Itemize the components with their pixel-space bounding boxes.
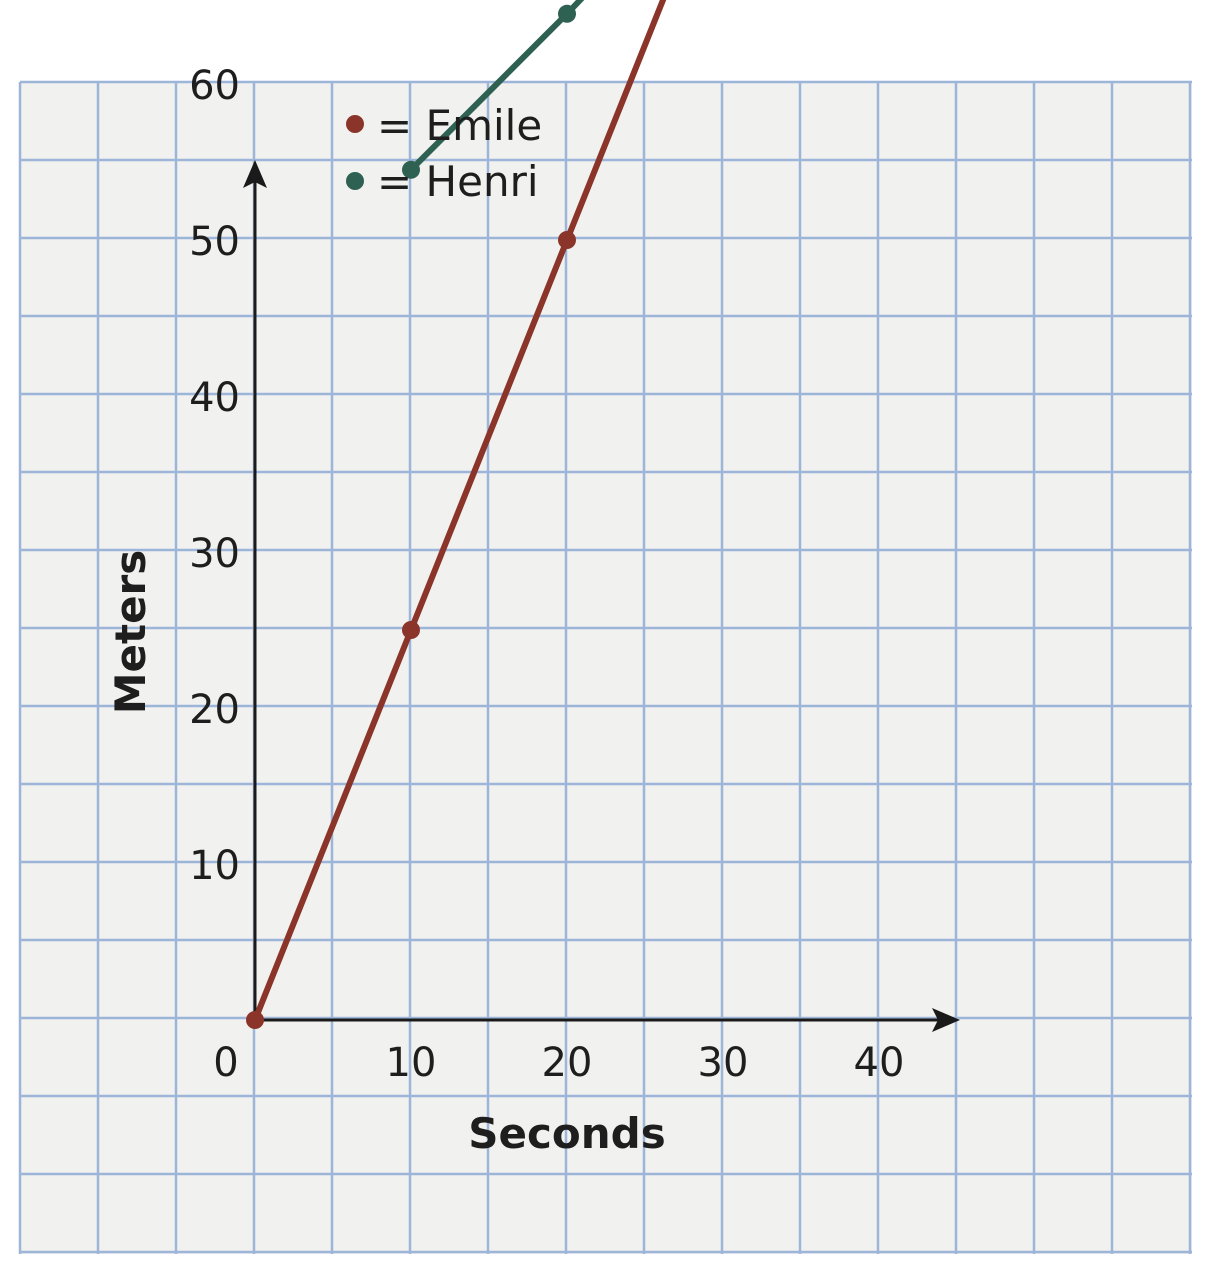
x-axis-arrow-icon [932, 1008, 960, 1032]
origin-label: 0 [213, 1040, 238, 1086]
data-point-emile [246, 1011, 264, 1029]
legend-marker-henri [346, 172, 364, 190]
data-point-henri [558, 4, 576, 23]
y-tick-label: 30 [189, 531, 240, 577]
legend: = Emile = Henri [346, 101, 542, 206]
x-axis-title: Seconds [468, 1109, 665, 1158]
legend-label-henri: = Henri [377, 157, 539, 206]
series-layer [246, 0, 667, 1029]
x-tick-label: 20 [542, 1040, 593, 1086]
y-tick-label: 10 [189, 843, 240, 889]
y-tick-label: 60 [189, 63, 240, 109]
y-axis-title: Meters [106, 550, 155, 715]
y-axis-arrow-icon [243, 160, 267, 188]
grid [18, 80, 1192, 1254]
legend-marker-emile [346, 115, 364, 133]
legend-label-emile: = Emile [377, 101, 542, 150]
data-point-henri [402, 160, 420, 179]
series-line-henri [408, 0, 585, 173]
x-tick-label: 10 [386, 1040, 437, 1086]
x-tick-labels: 10 20 30 40 [386, 1040, 905, 1086]
data-point-emile [558, 231, 576, 249]
x-tick-label: 30 [698, 1040, 749, 1086]
y-tick-label: 40 [189, 375, 240, 421]
y-tick-labels: 102030405060708090100 [189, 63, 240, 889]
y-tick-label: 20 [189, 687, 240, 733]
y-tick-label: 50 [189, 219, 240, 265]
x-tick-label: 40 [854, 1040, 905, 1086]
paper-background [20, 82, 1192, 1254]
data-point-emile [402, 621, 420, 639]
